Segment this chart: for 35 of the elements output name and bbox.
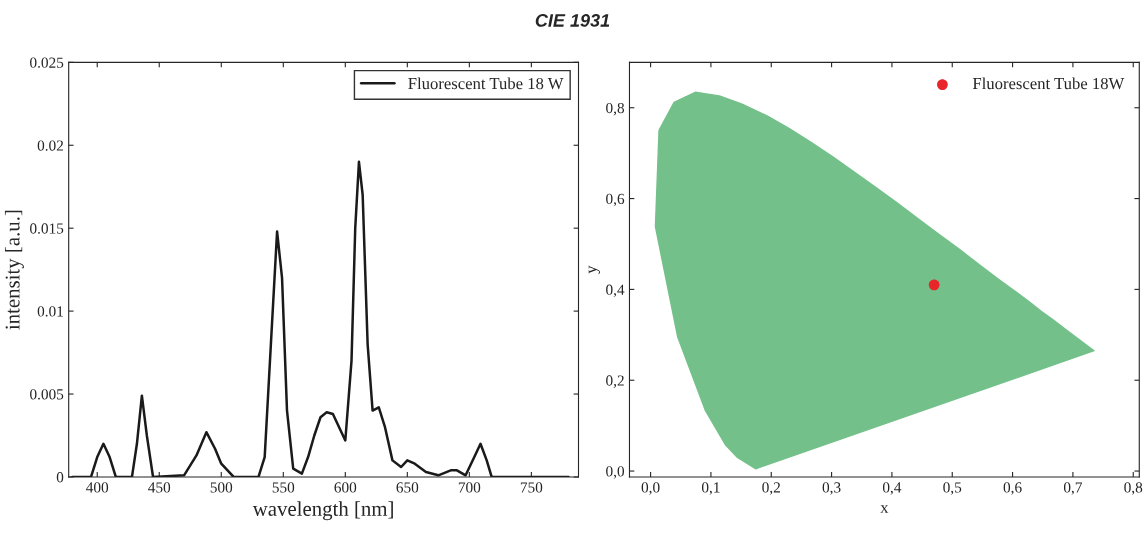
- y-tick-label: 0.01: [37, 306, 63, 317]
- x-tick-label: 0,6: [1003, 482, 1022, 495]
- x-tick-label: 500: [210, 482, 233, 493]
- x-tick-label: 750: [520, 482, 543, 493]
- y-tick-label: 0.015: [30, 223, 64, 234]
- x-tick-label: 0,1: [701, 482, 720, 495]
- y-tick-label: 0.025: [30, 57, 64, 68]
- x-tick-label: 650: [396, 482, 419, 493]
- x-tick-label: 400: [86, 482, 109, 493]
- x-tick-label: 0,7: [1063, 482, 1083, 495]
- legend-label: Fluorescent Tube 18W: [972, 77, 1125, 90]
- y-tick-label: 0,2: [606, 375, 624, 388]
- x-tick-label: 0,5: [943, 482, 962, 495]
- x-tick-label: 450: [148, 482, 171, 493]
- x-tick-label: 600: [334, 482, 357, 493]
- y-tick-label: 0: [56, 472, 64, 483]
- x-tick-label: 0,0: [641, 482, 660, 495]
- chart-title: CIE 1931: [535, 14, 610, 27]
- x-tick-label: 550: [272, 482, 295, 493]
- x-tick-label: 0,2: [762, 482, 780, 495]
- legend-label: Fluorescent Tube 18 W: [408, 77, 564, 90]
- y-tick-label: 0,6: [606, 193, 625, 207]
- y-tick-label: 0,8: [606, 102, 625, 116]
- x-tick-label: 700: [458, 482, 481, 493]
- x-axis-title: wavelength [nm]: [252, 501, 393, 521]
- x-axis-title: x: [880, 505, 889, 513]
- x-tick-label: 0,4: [882, 482, 902, 495]
- y-axis-title: y: [588, 265, 600, 274]
- y-tick-label: 0.005: [30, 389, 64, 400]
- y-tick-label: 0,0: [606, 466, 625, 479]
- y-tick-label: 0.02: [37, 140, 63, 151]
- y-axis-title: intensity [a.u.]: [4, 210, 24, 330]
- x-tick-label: 0,3: [822, 482, 841, 495]
- x-tick-label: 0,8: [1124, 482, 1143, 495]
- y-tick-label: 0,4: [606, 284, 625, 298]
